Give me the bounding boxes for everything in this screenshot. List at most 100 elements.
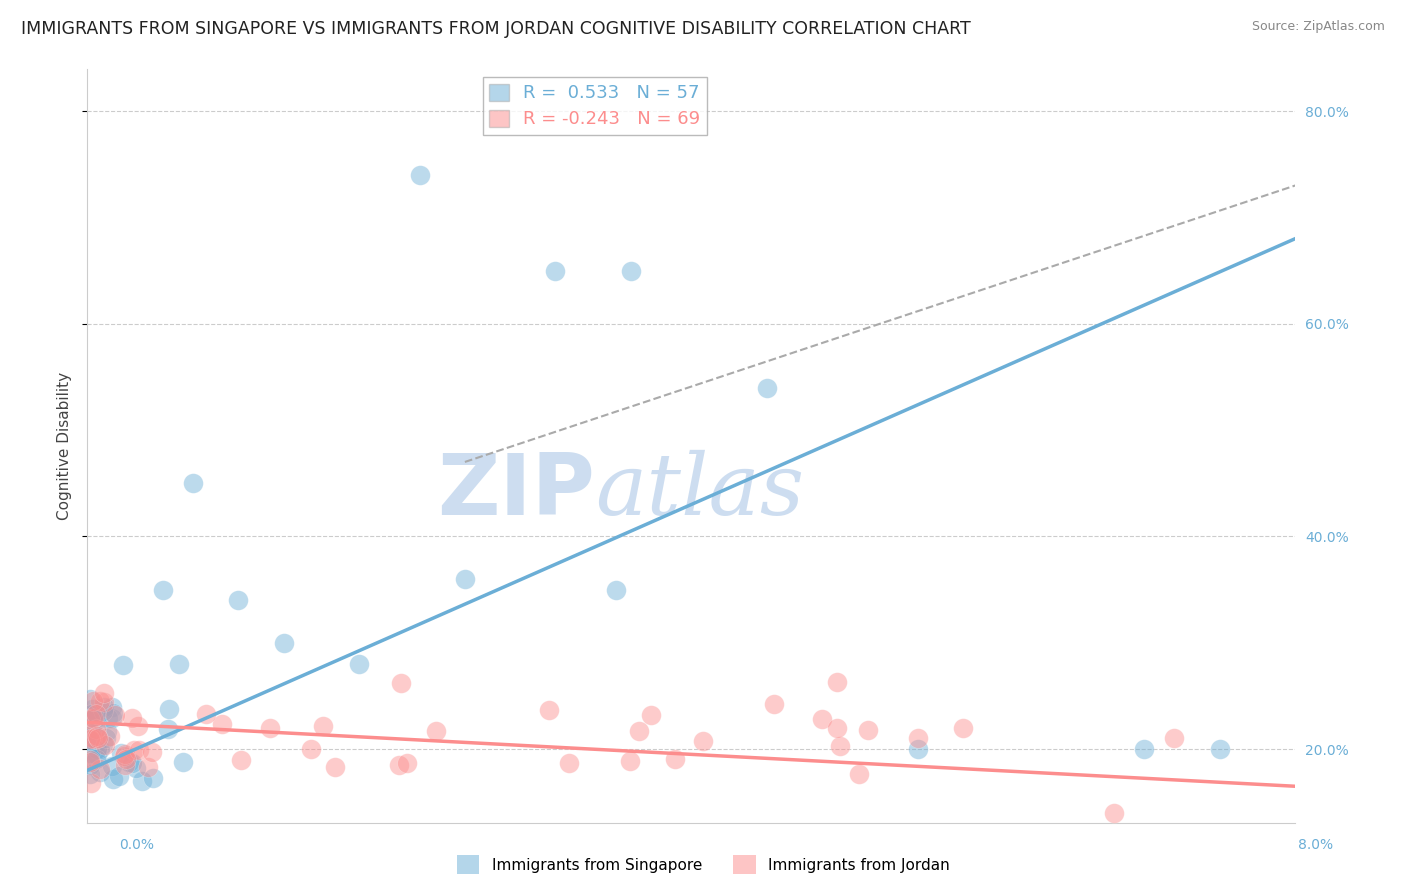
Point bbox=[152, 582, 174, 597]
Point bbox=[110, 746, 132, 760]
Point bbox=[114, 747, 136, 761]
Point bbox=[907, 731, 929, 746]
Point bbox=[79, 767, 101, 781]
Point bbox=[101, 711, 124, 725]
Point bbox=[620, 263, 643, 277]
Point bbox=[79, 746, 101, 760]
Point bbox=[692, 733, 714, 747]
Point bbox=[408, 168, 430, 182]
Point bbox=[82, 711, 104, 725]
Point bbox=[157, 723, 180, 737]
Point bbox=[104, 708, 127, 723]
Point bbox=[89, 762, 111, 776]
Text: 8.0%: 8.0% bbox=[1298, 838, 1333, 852]
Point bbox=[86, 730, 108, 744]
Point bbox=[856, 723, 879, 737]
Point bbox=[93, 700, 115, 714]
Point bbox=[605, 582, 627, 597]
Point bbox=[86, 707, 108, 722]
Point bbox=[82, 694, 104, 708]
Point bbox=[86, 731, 108, 746]
Point bbox=[98, 729, 121, 743]
Point bbox=[82, 731, 104, 746]
Point bbox=[84, 731, 107, 746]
Point bbox=[311, 719, 333, 733]
Point bbox=[79, 758, 101, 772]
Point bbox=[172, 755, 194, 769]
Point bbox=[79, 755, 101, 769]
Point bbox=[347, 657, 370, 671]
Point bbox=[907, 742, 929, 756]
Point bbox=[125, 762, 148, 776]
Point bbox=[97, 711, 120, 725]
Legend: R =  0.533   N = 57, R = -0.243   N = 69: R = 0.533 N = 57, R = -0.243 N = 69 bbox=[482, 77, 707, 135]
Point bbox=[141, 745, 163, 759]
Point bbox=[848, 767, 870, 781]
Point bbox=[84, 706, 107, 721]
Point bbox=[93, 695, 115, 709]
Point bbox=[86, 736, 108, 750]
Point bbox=[619, 754, 641, 768]
Point bbox=[131, 773, 153, 788]
Legend: Immigrants from Singapore, Immigrants from Jordan: Immigrants from Singapore, Immigrants fr… bbox=[450, 849, 956, 880]
Point bbox=[1102, 805, 1125, 820]
Point bbox=[228, 593, 250, 607]
Point bbox=[299, 742, 322, 756]
Point bbox=[273, 636, 295, 650]
Point bbox=[1163, 731, 1185, 746]
Point bbox=[82, 707, 104, 722]
Point bbox=[121, 711, 143, 725]
Text: Source: ZipAtlas.com: Source: ZipAtlas.com bbox=[1251, 20, 1385, 33]
Point bbox=[194, 706, 217, 721]
Point bbox=[84, 752, 107, 766]
Point bbox=[101, 706, 124, 720]
Point bbox=[79, 733, 101, 747]
Point bbox=[114, 757, 136, 772]
Point bbox=[389, 676, 412, 690]
Point bbox=[101, 699, 124, 714]
Point bbox=[80, 707, 103, 722]
Point bbox=[211, 717, 233, 731]
Point bbox=[664, 752, 686, 766]
Point bbox=[101, 772, 124, 786]
Point bbox=[121, 756, 143, 770]
Point bbox=[544, 263, 567, 277]
Point bbox=[640, 708, 662, 723]
Point bbox=[80, 708, 103, 723]
Point bbox=[828, 739, 851, 753]
Point bbox=[763, 697, 786, 711]
Point bbox=[259, 721, 281, 735]
Point bbox=[537, 703, 560, 717]
Point bbox=[79, 753, 101, 767]
Point bbox=[1133, 742, 1156, 756]
Point bbox=[83, 728, 105, 742]
Point bbox=[425, 724, 447, 739]
Point bbox=[79, 691, 101, 706]
Point bbox=[127, 719, 149, 733]
Point bbox=[142, 771, 165, 785]
Point bbox=[454, 572, 477, 586]
Point bbox=[82, 710, 104, 724]
Y-axis label: Cognitive Disability: Cognitive Disability bbox=[58, 372, 72, 520]
Point bbox=[86, 747, 108, 762]
Point bbox=[107, 769, 129, 783]
Text: 0.0%: 0.0% bbox=[120, 838, 155, 852]
Point bbox=[755, 380, 778, 394]
Point bbox=[89, 694, 111, 708]
Point bbox=[862, 838, 884, 852]
Point bbox=[557, 756, 579, 770]
Point bbox=[181, 476, 204, 491]
Point bbox=[825, 721, 848, 735]
Point bbox=[91, 737, 114, 751]
Point bbox=[395, 756, 418, 770]
Text: atlas: atlas bbox=[595, 450, 804, 533]
Point bbox=[86, 742, 108, 756]
Point bbox=[83, 709, 105, 723]
Point bbox=[80, 702, 103, 716]
Point bbox=[84, 723, 107, 737]
Point bbox=[96, 723, 118, 738]
Text: ZIP: ZIP bbox=[437, 450, 595, 533]
Point bbox=[89, 765, 111, 780]
Point bbox=[1209, 742, 1232, 756]
Point bbox=[94, 739, 117, 753]
